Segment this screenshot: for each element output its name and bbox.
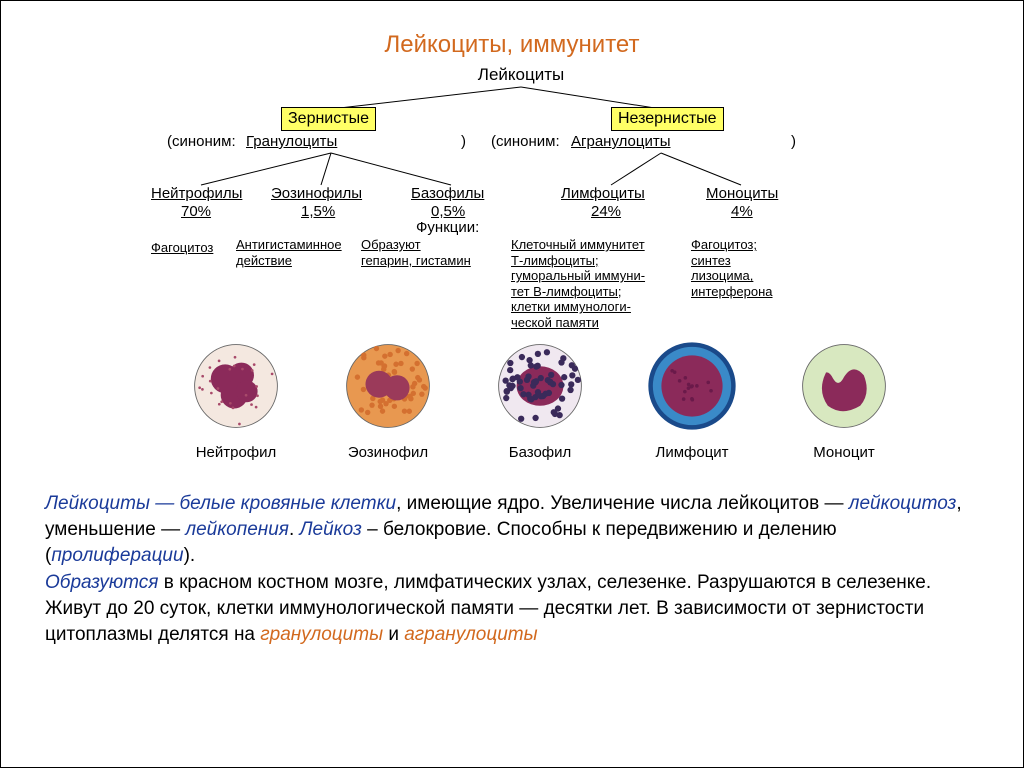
type-eosinophil: Эозинофилы (271, 185, 362, 202)
syn-right-suffix: ) (791, 133, 796, 150)
syn-right: Агранулоциты (571, 133, 671, 150)
func-lymphocyte: Клеточный иммунитет Т-лимфоциты; гуморал… (511, 237, 671, 331)
lymphocyte-image (647, 341, 737, 431)
monocyte-label: Моноцит (789, 444, 899, 461)
desc-t3: . (289, 519, 300, 540)
desc-term-leukocytosis: лейкоцитоз (849, 493, 957, 514)
tree-root: Лейкоциты (161, 65, 881, 85)
desc-t1: , имеющие ядро. Увеличение числа лейкоци… (396, 493, 849, 514)
desc-term-leukocytes: Лейкоциты — белые кровяные клетки (45, 493, 396, 514)
desc-t7: и (383, 624, 404, 645)
functions-label: Функции: (416, 219, 479, 236)
syn-left: Гранулоциты (246, 133, 337, 150)
page-title: Лейкоциты, иммунитет (1, 31, 1023, 59)
pct-neutrophil: 70% (181, 203, 211, 220)
cell-eosinophil: Эозинофил (333, 341, 443, 461)
neutrophil-label: Нейтрофил (181, 444, 291, 461)
pct-eosinophil: 1,5% (301, 203, 335, 220)
basophil-label: Базофил (485, 444, 595, 461)
lymphocyte-label: Лимфоцит (637, 444, 747, 461)
cell-monocyte: Моноцит (789, 341, 899, 461)
pct-basophil: 0,5% (431, 203, 465, 220)
cell-neutrophil: Нейтрофил (181, 341, 291, 461)
desc-term-granulocytes: гранулоциты (260, 624, 383, 645)
desc-t5: ). (184, 545, 196, 566)
granular-box: Зернистые (281, 107, 376, 131)
monocyte-image (799, 341, 889, 431)
func-eosinophil: Антигистаминное действие (236, 237, 342, 268)
desc-term-formed: Образуются (45, 572, 158, 593)
basophil-image (495, 341, 585, 431)
type-monocyte: Моноциты (706, 185, 778, 202)
desc-term-proliferation: пролиферации (51, 545, 183, 566)
neutrophil-image (191, 341, 281, 431)
description: Лейкоциты — белые кровяные клетки, имеющ… (45, 491, 979, 648)
classification-tree: Лейкоциты Зернистые Незернистые (синоним… (161, 65, 881, 85)
desc-term-leukosis: Лейкоз (300, 519, 362, 540)
type-neutrophil: Нейтрофилы (151, 185, 242, 202)
cell-lymphocyte: Лимфоцит (637, 341, 747, 461)
pct-monocyte: 4% (731, 203, 753, 220)
cells-row: Нейтрофил Эозинофил Базофил Лимфоцит Моноцит (181, 341, 899, 461)
desc-term-agranulocytes: агранулоциты (404, 624, 537, 645)
agranular-box: Незернистые (611, 107, 724, 131)
func-basophil: Образуют гепарин, гистамин (361, 237, 471, 268)
type-lymphocyte: Лимфоциты (561, 185, 645, 202)
syn-right-prefix: (синоним: (491, 133, 560, 150)
func-neutrophil: Фагоцитоз (151, 240, 213, 256)
eosinophil-label: Эозинофил (333, 444, 443, 461)
cell-basophil: Базофил (485, 341, 595, 461)
pct-lymphocyte: 24% (591, 203, 621, 220)
type-basophil: Базофилы (411, 185, 484, 202)
func-monocyte: Фагоцитоз; синтез лизоцима, интерферона (691, 237, 773, 299)
syn-left-prefix: (синоним: (167, 133, 236, 150)
eosinophil-image (343, 341, 433, 431)
syn-left-suffix: ) (461, 133, 466, 150)
desc-term-leukopenia: лейкопения (185, 519, 289, 540)
